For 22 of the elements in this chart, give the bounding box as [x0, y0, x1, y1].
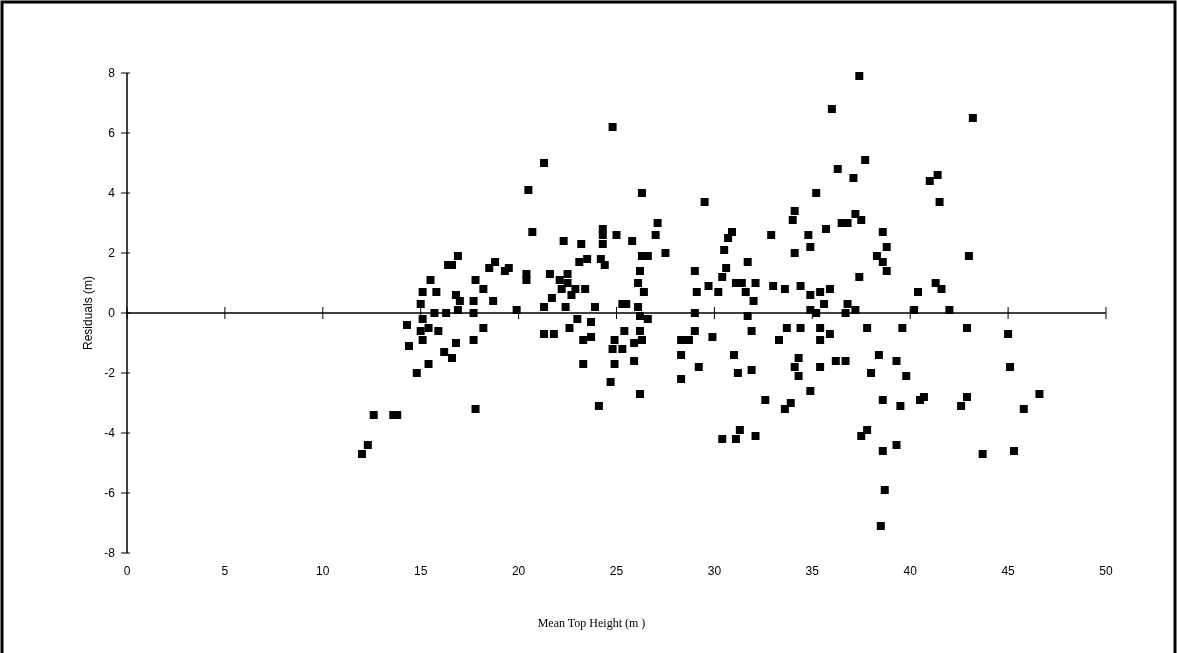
- x-tick-label: 20: [511, 564, 526, 578]
- y-tick-label: -4: [104, 426, 116, 441]
- x-axis-title: Mean Top Height (m ): [537, 616, 646, 630]
- x-tick-label: 25: [609, 564, 624, 578]
- y-tick-label: 8: [108, 66, 116, 81]
- y-tick-label: 2: [108, 246, 116, 261]
- x-tick-label: 40: [903, 564, 918, 578]
- y-tick-label: 6: [108, 126, 116, 141]
- x-tick-label: 5: [221, 564, 229, 578]
- x-tick-label: 45: [1001, 564, 1016, 578]
- x-tick-label: 50: [1099, 564, 1113, 578]
- x-tick-label: 10: [316, 564, 330, 578]
- y-tick-label: -2: [104, 366, 116, 381]
- y-axis-title: Residuals (m): [81, 275, 95, 351]
- y-tick-label: 4: [108, 186, 116, 201]
- y-tick-label: -8: [104, 546, 116, 561]
- x-tick-label: 15: [414, 564, 428, 578]
- x-tick-label: 0: [123, 564, 131, 578]
- x-tick-label: 30: [707, 564, 722, 578]
- x-tick-label: 35: [805, 564, 820, 578]
- y-tick-label: -6: [104, 486, 116, 501]
- y-tick-label: 0: [108, 306, 116, 321]
